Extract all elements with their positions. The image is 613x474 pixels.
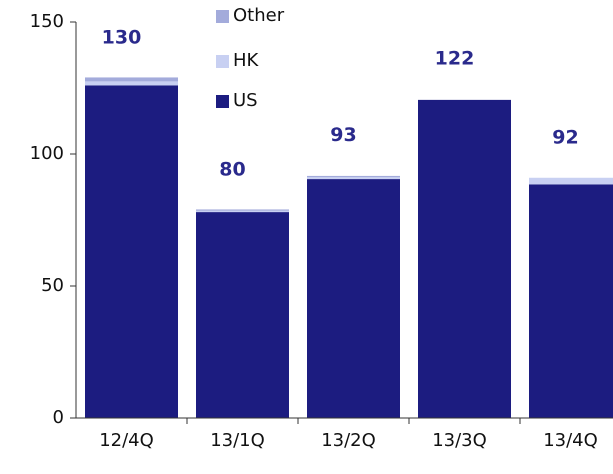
- legend-swatch: [216, 55, 229, 68]
- legend-label: Other: [233, 5, 285, 26]
- legend-label: HK: [233, 50, 260, 71]
- bar-segment: [85, 77, 178, 82]
- bar-segment: [529, 177, 613, 185]
- y-tick-label: 150: [30, 11, 64, 32]
- bar-segment: [196, 209, 289, 211]
- legend-swatch: [216, 10, 229, 23]
- x-tick-label: 13/4Q: [543, 430, 598, 451]
- bar-segment: [307, 179, 400, 418]
- total-label: 122: [435, 47, 475, 69]
- bar-segment: [418, 99, 511, 418]
- total-label: 93: [330, 124, 356, 146]
- bar-segment: [529, 184, 613, 418]
- y-tick-label: 50: [41, 275, 64, 296]
- total-label: 80: [219, 158, 245, 180]
- x-tick-label: 12/4Q: [99, 430, 154, 451]
- legend-swatch: [216, 95, 229, 108]
- bar-segment: [85, 81, 178, 86]
- total-label: 130: [102, 26, 142, 48]
- bar-segment: [196, 210, 289, 213]
- legend-label: US: [233, 90, 258, 111]
- x-tick-label: 13/1Q: [210, 430, 265, 451]
- bar-segment: [85, 85, 178, 419]
- y-tick-label: 100: [30, 143, 64, 164]
- x-tick-label: 13/2Q: [321, 430, 376, 451]
- y-tick-label: 0: [53, 407, 64, 428]
- bar-segment: [307, 177, 400, 180]
- bar-segment: [307, 175, 400, 178]
- total-label: 92: [552, 127, 578, 149]
- x-tick-label: 13/3Q: [432, 430, 487, 451]
- bar-segment: [196, 212, 289, 418]
